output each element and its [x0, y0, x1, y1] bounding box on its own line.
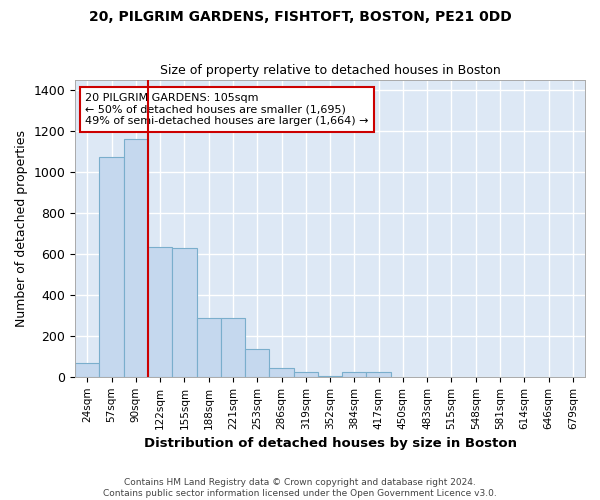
Bar [197, 318, 221, 377]
X-axis label: Distribution of detached houses by size in Boston: Distribution of detached houses by size … [143, 437, 517, 450]
Bar [221, 318, 245, 377]
Bar [342, 372, 367, 377]
Bar [245, 349, 269, 377]
Bar [148, 246, 172, 377]
Text: 20, PILGRIM GARDENS, FISHTOFT, BOSTON, PE21 0DD: 20, PILGRIM GARDENS, FISHTOFT, BOSTON, P… [89, 10, 511, 24]
Bar [293, 372, 318, 377]
Bar [75, 364, 100, 377]
Bar [269, 368, 293, 377]
Bar [124, 139, 148, 377]
Bar [367, 372, 391, 377]
Y-axis label: Number of detached properties: Number of detached properties [15, 130, 28, 326]
Text: 20 PILGRIM GARDENS: 105sqm
← 50% of detached houses are smaller (1,695)
49% of s: 20 PILGRIM GARDENS: 105sqm ← 50% of deta… [85, 93, 369, 126]
Bar [100, 158, 124, 377]
Bar [172, 248, 197, 377]
Bar [318, 376, 342, 377]
Title: Size of property relative to detached houses in Boston: Size of property relative to detached ho… [160, 64, 500, 77]
Text: Contains HM Land Registry data © Crown copyright and database right 2024.
Contai: Contains HM Land Registry data © Crown c… [103, 478, 497, 498]
